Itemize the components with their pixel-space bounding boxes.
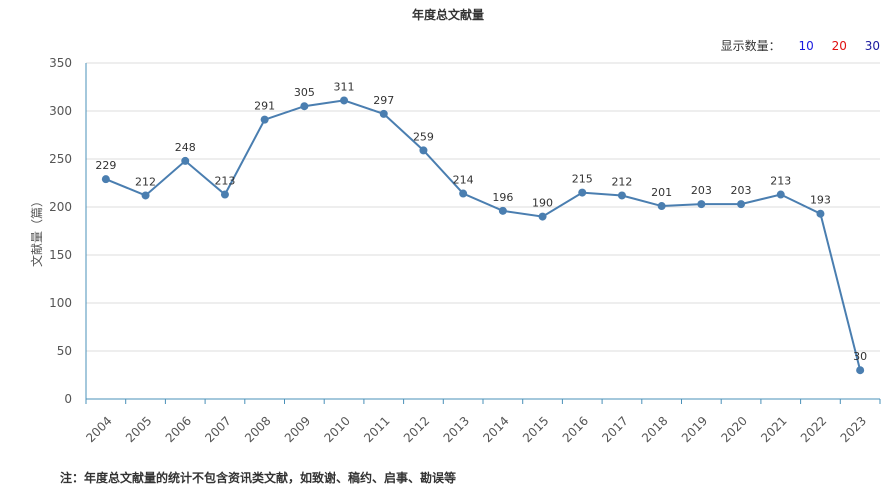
x-tick-label: 2018: [639, 414, 670, 445]
x-tick-label: 2013: [441, 414, 472, 445]
data-label: 291: [254, 100, 275, 113]
data-label: 297: [373, 94, 394, 107]
y-tick-label: 250: [49, 152, 72, 166]
data-point: [776, 190, 785, 199]
x-tick-label: 2019: [679, 414, 710, 445]
x-tick-label: 2022: [798, 414, 829, 445]
data-point: [181, 156, 190, 165]
data-point: [617, 191, 626, 200]
data-label: 214: [453, 174, 474, 187]
chart-title: 年度总文献量: [411, 8, 484, 22]
data-label: 229: [95, 159, 116, 172]
data-point: [578, 188, 587, 197]
y-tick-label: 50: [57, 344, 72, 358]
data-label: 305: [294, 86, 315, 99]
data-point: [300, 102, 309, 111]
series-line-path: [105, 99, 862, 371]
y-tick-label: 350: [49, 56, 72, 70]
data-label: 248: [175, 141, 196, 154]
x-tick-label: 2009: [282, 414, 313, 445]
data-point: [816, 209, 825, 218]
data-label: 196: [492, 191, 513, 204]
display-count-option-20[interactable]: 20: [831, 39, 847, 53]
x-tick-label: 2008: [242, 414, 273, 445]
data-label: 215: [572, 173, 593, 186]
data-point: [260, 115, 269, 124]
data-point: [459, 189, 468, 198]
x-axis: 2004 2005 2006 2007 2008 2009 2010 2011 2012 2013…: [83, 398, 881, 445]
display-count-control: 显示数量： 10 20 30: [721, 37, 880, 54]
x-tick-label: 2011: [361, 414, 392, 445]
x-tick-label: 2006: [163, 414, 194, 445]
data-label: 30: [853, 350, 867, 363]
data-label: 190: [532, 197, 553, 210]
y-axis: 0 50 100 150 200 250 300 350: [49, 56, 87, 406]
data-point: [101, 175, 110, 184]
data-label: 213: [214, 175, 235, 188]
data-label: 201: [651, 186, 672, 199]
data-point: [419, 146, 428, 155]
data-point: [856, 366, 865, 375]
data-label: 203: [691, 184, 712, 197]
y-tick-label: 150: [49, 248, 72, 262]
data-point: [379, 109, 388, 118]
x-tick-label: 2014: [480, 414, 511, 445]
footnote: 注：年度总文献量的统计不包含资讯类文献，如致谢、稿约、启事、勘误等: [60, 471, 457, 485]
data-label: 212: [611, 175, 632, 188]
data-point: [220, 190, 229, 199]
y-tick-label: 300: [49, 104, 72, 118]
data-point: [340, 96, 349, 105]
data-label: 259: [413, 130, 434, 143]
data-point: [657, 202, 666, 211]
x-tick-label: 2016: [560, 414, 591, 445]
display-count-option-10[interactable]: 10: [798, 39, 814, 53]
data-label: 203: [731, 184, 752, 197]
y-axis-label: 文献量（篇）: [29, 195, 44, 267]
x-tick-label: 2010: [322, 414, 353, 445]
x-tick-label: 2015: [520, 414, 551, 445]
x-tick-label: 2021: [758, 414, 789, 445]
y-tick-label: 100: [49, 296, 72, 310]
display-count-option-30[interactable]: 30: [864, 39, 880, 53]
data-point: [141, 191, 150, 200]
x-tick-label: 2017: [599, 414, 630, 445]
series-line: 229 212 248 213 291 305 311 297 259 214 196 190 215 2…: [95, 80, 867, 375]
y-tick-label: 0: [64, 392, 72, 406]
data-point: [697, 200, 706, 209]
x-tick-label: 2004: [83, 414, 114, 445]
data-label: 213: [770, 175, 791, 188]
x-tick-label: 2023: [838, 414, 869, 445]
data-label: 212: [135, 175, 156, 188]
x-tick-label: 2007: [202, 414, 233, 445]
x-tick-label: 2020: [719, 414, 750, 445]
data-label: 311: [334, 80, 355, 93]
data-point: [498, 206, 507, 215]
data-point: [538, 212, 547, 221]
display-count-label: 显示数量：: [720, 39, 781, 53]
data-label: 193: [810, 194, 831, 207]
data-point: [737, 200, 746, 209]
y-tick-label: 200: [49, 200, 72, 214]
x-tick-label: 2012: [401, 414, 432, 445]
gridlines: [86, 62, 880, 352]
x-tick-label: 2005: [123, 414, 154, 445]
